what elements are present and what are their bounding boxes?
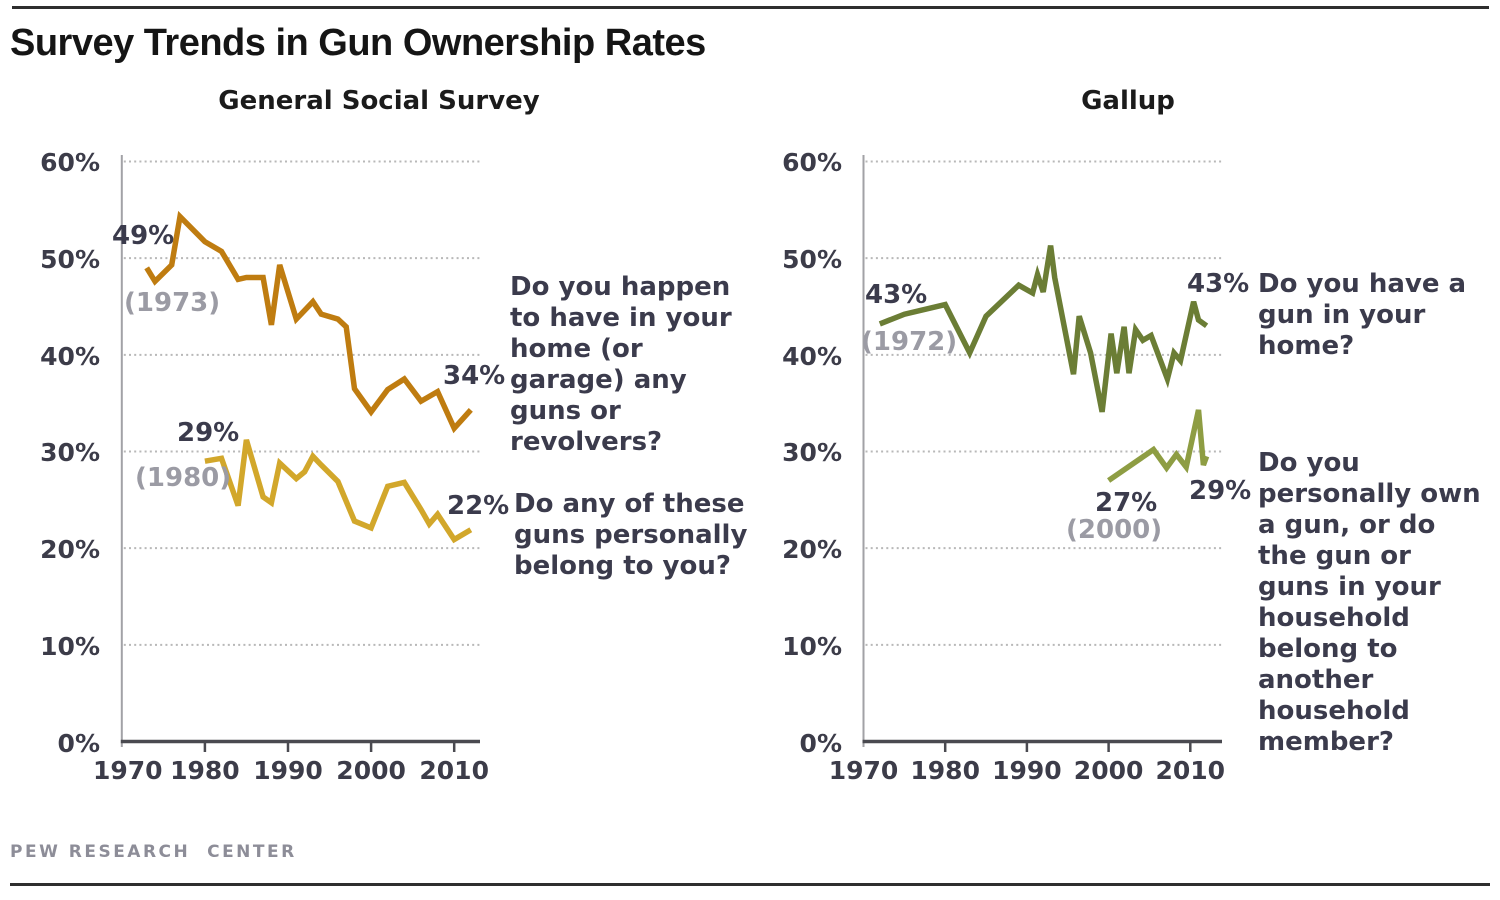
annotation-gallup-personal-start-year: (2000) [1066,515,1163,545]
x-axis-tick-label: 2010 [1155,756,1226,785]
chart-subtitle-gallup: Gallup [1081,86,1175,116]
y-axis-tick-label: 10% [40,631,100,661]
series-line-0-1 [204,439,473,544]
chart-subtitle-gss: General Social Survey [218,86,540,116]
question-gss-home: Do you happen to have in your home (or g… [510,272,732,457]
page-title: Survey Trends in Gun Ownership Rates [10,22,706,64]
x-axis-tick-label: 2000 [336,756,406,785]
x-axis-tick-label: 1990 [992,756,1062,785]
annotation-gss-personal-start-value: 29% [177,418,240,448]
question-gallup-personal: Do you personally own a gun, or do the g… [1258,448,1481,757]
annotation-gss-home-end-value: 34% [443,361,506,391]
y-axis-tick-label: 50% [782,245,842,275]
x-axis-tick-label: 2000 [1073,756,1144,785]
annotation-gallup-personal-end-value: 29% [1189,476,1252,506]
series-line-1-0 [878,245,1209,413]
y-axis-tick-label: 60% [40,148,100,178]
y-axis-tick-label: 30% [782,438,842,468]
annotation-gallup-home-start-value: 43% [865,280,928,310]
y-axis-tick-label: 50% [40,245,100,275]
question-gallup-home: Do you have a gun in your home? [1258,269,1467,361]
series-line-1-1 [1107,409,1210,483]
annotation-gss-home-start-value: 49% [112,221,175,251]
x-axis-tick-label: 1980 [910,756,980,785]
question-gss-personal: Do any of these guns personally belong t… [514,489,748,581]
x-axis-tick-label: 1980 [170,756,240,785]
bottom-rule [10,883,1490,886]
x-axis-tick-label: 1970 [93,756,163,785]
y-axis-tick-label: 40% [40,341,100,371]
source-credit: PEW RESEARCH CENTER [10,842,297,862]
y-axis-tick-label: 20% [40,535,100,565]
annotation-gallup-home-end-value: 43% [1187,269,1250,299]
annotation-gallup-home-start-year: (1972) [861,327,958,357]
annotation-gss-home-start-year: (1973) [124,288,221,318]
y-axis-tick-label: 10% [782,631,842,661]
y-axis-tick-label: 0% [799,728,842,758]
y-axis-tick-label: 20% [782,535,842,565]
annotation-gss-personal-start-year: (1980) [135,463,232,493]
y-axis-tick-label: 30% [40,438,100,468]
x-axis-tick-label: 1970 [828,756,899,785]
top-rule [12,6,1489,9]
annotation-gss-personal-end-value: 22% [447,491,510,521]
y-axis-tick-label: 60% [782,148,842,178]
y-axis-tick-label: 0% [57,728,100,758]
x-axis-tick-label: 2010 [419,756,489,785]
series-line-0-0 [144,210,473,434]
annotation-gallup-personal-start-value: 27% [1095,488,1158,518]
x-axis-tick-label: 1990 [253,756,323,785]
y-axis-tick-label: 40% [782,341,842,371]
